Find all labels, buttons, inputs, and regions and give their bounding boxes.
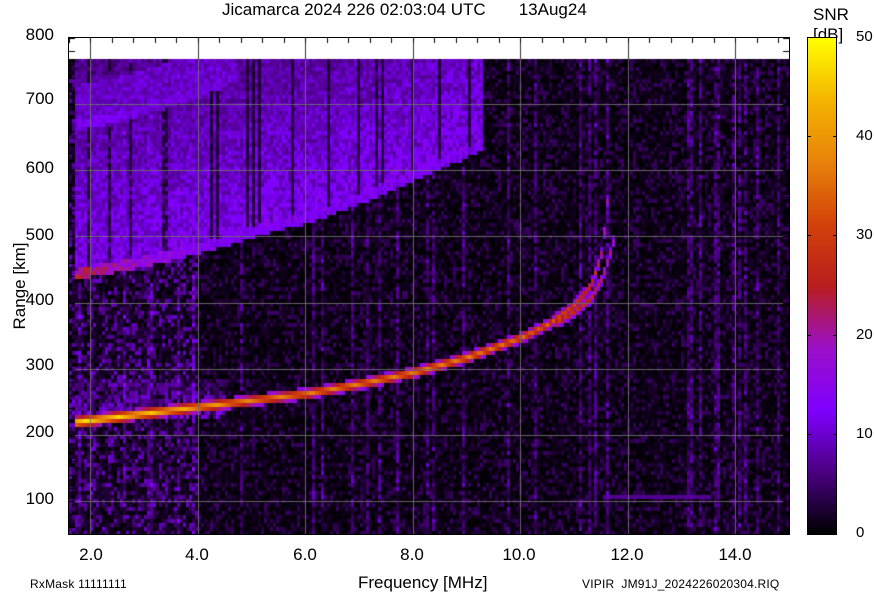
colorbar-tick: [807, 136, 811, 137]
x-tick-label: 8.0: [400, 545, 424, 564]
y-tick-label: 200: [25, 422, 54, 441]
x-tick-label: 14.0: [718, 545, 752, 564]
x-tick-label: 12.0: [610, 545, 644, 564]
colorbar-tick-label: 50: [856, 28, 873, 45]
y-axis-label: Range [km]: [10, 242, 29, 330]
colorbar-tick: [833, 235, 837, 236]
colorbar-tick-label: 20: [856, 326, 873, 343]
file-name-label: VIPIR JM91J_2024226020304.RIQ: [582, 577, 780, 591]
y-tick-label: 800: [25, 25, 54, 44]
colorbar-tick: [807, 235, 811, 236]
rxmask-label: RxMask 11111111: [30, 577, 127, 591]
y-tick-label: 600: [25, 158, 54, 177]
ionogram-heatmap: [69, 38, 789, 534]
x-tick-label: 4.0: [185, 545, 209, 564]
colorbar-tick: [807, 434, 811, 435]
ionogram-plot: [68, 37, 790, 535]
colorbar: [807, 37, 837, 535]
colorbar-tick-label: 0: [856, 524, 865, 541]
y-tick-label: 100: [25, 489, 54, 508]
x-tick-label: 10.0: [502, 545, 536, 564]
colorbar-tick: [833, 136, 837, 137]
y-tick-label: 700: [25, 89, 54, 108]
x-tick-label: 2.0: [79, 545, 103, 564]
y-tick-label: 400: [25, 290, 54, 309]
colorbar-tick: [807, 335, 811, 336]
x-tick-label: 6.0: [293, 545, 317, 564]
chart-title: Jicamarca 2024 226 02:03:04 UTC 13Aug24: [222, 0, 587, 19]
y-tick-label: 300: [25, 355, 54, 374]
colorbar-tick-label: 10: [856, 425, 873, 442]
y-tick-label: 500: [25, 225, 54, 244]
colorbar-tick: [833, 335, 837, 336]
colorbar-tick-label: 30: [856, 226, 873, 243]
colorbar-tick-label: 40: [856, 127, 873, 144]
colorbar-tick: [833, 434, 837, 435]
x-axis-label: Frequency [MHz]: [358, 573, 488, 592]
